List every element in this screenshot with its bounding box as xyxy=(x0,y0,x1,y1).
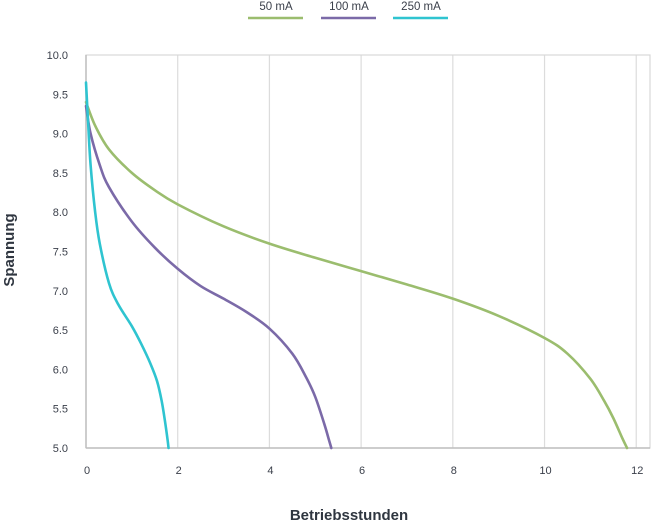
x-tick-labels: 0 2 4 6 8 10 12 xyxy=(84,465,643,477)
series-line-2 xyxy=(84,81,170,450)
x-axis-title: Betriebsstunden xyxy=(290,507,408,521)
y-tick-label: 5.0 xyxy=(53,443,68,455)
series-lines xyxy=(84,81,629,450)
legend-label: 50 mA xyxy=(259,1,293,13)
gridlines xyxy=(177,55,637,448)
y-tick-label: 10.0 xyxy=(47,50,68,62)
y-tick-label: 8.0 xyxy=(53,207,68,219)
series-line-1 xyxy=(84,104,333,450)
legend-label: 250 mA xyxy=(401,1,441,13)
x-tick-label: 10 xyxy=(539,465,551,477)
x-tick-label: 8 xyxy=(451,465,457,477)
y-tick-label: 6.5 xyxy=(53,325,68,337)
y-tick-label: 8.5 xyxy=(53,168,68,180)
y-axis-title: Spannung xyxy=(1,213,18,286)
x-tick-label: 4 xyxy=(267,465,273,477)
legend-label: 100 mA xyxy=(329,1,369,13)
y-tick-label: 5.5 xyxy=(53,404,68,416)
x-tick-label: 0 xyxy=(84,465,90,477)
x-tick-label: 2 xyxy=(176,465,182,477)
plot-border xyxy=(85,54,651,449)
plot-frame xyxy=(85,54,651,449)
x-tick-label: 12 xyxy=(631,465,643,477)
series-line-0 xyxy=(84,100,629,450)
y-tick-label: 6.0 xyxy=(53,364,68,376)
legend: 50 mA 100 mA 250 mA xyxy=(248,1,448,20)
x-tick-label: 6 xyxy=(359,465,365,477)
y-tick-label: 7.0 xyxy=(53,286,68,298)
y-tick-labels: 5.0 5.5 6.0 6.5 7.0 7.5 8.0 8.5 9.0 9.5 10.0 xyxy=(47,50,68,455)
y-tick-label: 9.5 xyxy=(53,89,68,101)
y-tick-label: 9.0 xyxy=(53,129,68,141)
y-tick-label: 7.5 xyxy=(53,247,68,259)
